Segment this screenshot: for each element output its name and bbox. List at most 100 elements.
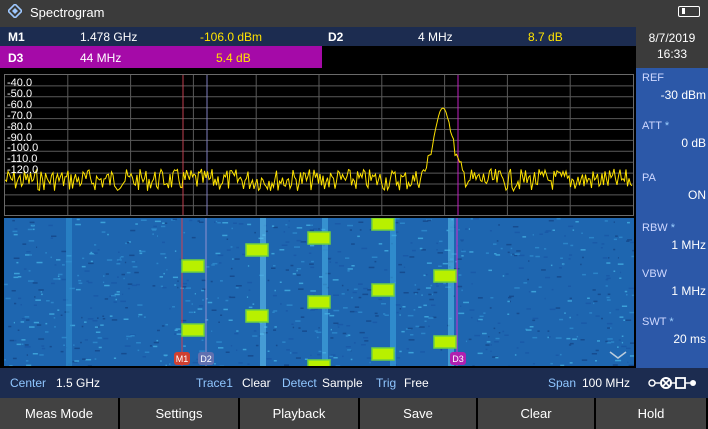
waterfall-noise (495, 356, 499, 359)
trace-label[interactable]: Trace1 (196, 376, 233, 390)
trace-value[interactable]: Clear (242, 376, 271, 390)
marker-d2-label[interactable]: D2 (328, 30, 344, 44)
waterfall-noise (514, 253, 520, 255)
spectrogram-waterfall[interactable]: M1 D2 D3 (4, 218, 634, 366)
waterfall-noise (118, 260, 121, 262)
side-item-ref[interactable]: REF -30 dBm (642, 72, 706, 102)
waterfall-noise (9, 365, 13, 366)
side-item-vbw[interactable]: VBW 1 MHz (642, 268, 706, 298)
waterfall-noise (127, 283, 133, 285)
softkey-save[interactable]: Save (360, 398, 478, 429)
side-item-rbw[interactable]: RBW * 1 MHz (642, 222, 706, 252)
waterfall-noise (174, 329, 178, 331)
waterfall-marker-m1-tag[interactable] (174, 352, 190, 365)
waterfall-noise (593, 302, 595, 305)
softkey-playback[interactable]: Playback (240, 398, 360, 429)
center-value[interactable]: 1.5 GHz (56, 376, 101, 390)
waterfall-noise (489, 230, 492, 232)
waterfall-noise (528, 260, 530, 262)
waterfall-noise (16, 261, 19, 264)
center-label[interactable]: Center (10, 376, 47, 390)
waterfall-noise (219, 365, 225, 366)
waterfall-noise (280, 303, 282, 305)
softkey-hold[interactable]: Hold (596, 398, 708, 429)
waterfall-noise (57, 275, 60, 278)
waterfall-noise (529, 255, 534, 257)
waterfall-noise (214, 221, 216, 223)
waterfall-noise (186, 279, 189, 282)
waterfall-noise (514, 354, 517, 356)
side-item-pa[interactable]: PA ON (642, 172, 706, 202)
waterfall-noise (470, 218, 473, 220)
waterfall-noise (51, 235, 57, 237)
waterfall-noise (613, 270, 616, 272)
waterfall-noise (607, 327, 611, 329)
waterfall-noise (253, 330, 257, 332)
waterfall-noise (544, 248, 547, 250)
detect-label[interactable]: Detect (282, 376, 317, 390)
waterfall-noise (372, 321, 378, 324)
waterfall-noise (296, 269, 298, 272)
waterfall-noise (399, 271, 406, 274)
trig-value[interactable]: Free (404, 376, 429, 390)
waterfall-marker-d3-tag[interactable] (450, 352, 466, 365)
waterfall-noise (595, 349, 599, 352)
spectrum-trace-area[interactable]: -40.0 -50.0 -60.0 -70.0 -80.0 -90.0 -100.0 -110… (4, 74, 634, 216)
softkey-settings[interactable]: Settings (120, 398, 240, 429)
waterfall-noise (207, 301, 213, 304)
waterfall-noise (234, 258, 240, 260)
waterfall-noise (435, 282, 438, 285)
waterfall-noise (367, 289, 373, 291)
waterfall-noise (504, 334, 509, 336)
waterfall-noise (330, 328, 332, 331)
span-value[interactable]: 100 MHz (582, 376, 631, 390)
waterfall-noise (284, 289, 291, 292)
waterfall-noise (489, 307, 492, 309)
chevron-down-icon[interactable] (609, 351, 627, 359)
waterfall-noise (314, 330, 318, 332)
waterfall-noise (31, 225, 35, 227)
waterfall-noise (402, 255, 409, 257)
waterfall-noise (415, 325, 420, 328)
waterfall-noise (309, 263, 314, 265)
waterfall-noise (293, 254, 297, 257)
waterfall-noise (8, 325, 12, 328)
waterfall-noise (606, 342, 612, 344)
waterfall-noise (272, 294, 277, 297)
waterfall-noise (605, 278, 609, 281)
softkey-meas-mode[interactable]: Meas Mode (0, 398, 120, 429)
detect-value[interactable]: Sample (322, 376, 363, 390)
waterfall-noise (13, 257, 20, 259)
waterfall-noise (317, 336, 319, 339)
waterfall-noise (569, 327, 574, 330)
side-item-swt[interactable]: SWT * 20 ms (642, 316, 706, 346)
waterfall-noise (153, 345, 158, 348)
waterfall-noise (619, 316, 624, 318)
waterfall-noise (149, 345, 152, 347)
waterfall-noise (313, 228, 318, 230)
waterfall-noise (509, 295, 514, 298)
waterfall-noise (378, 243, 383, 245)
softkey-clear[interactable]: Clear (478, 398, 596, 429)
waterfall-noise (139, 252, 143, 255)
waterfall-noise (20, 304, 22, 306)
waterfall-noise (73, 344, 75, 346)
marker-m1-label[interactable]: M1 (8, 30, 25, 44)
waterfall-noise (61, 336, 67, 339)
waterfall-noise (273, 310, 278, 312)
waterfall-noise (232, 258, 234, 260)
waterfall-noise (549, 308, 556, 311)
waterfall-marker-d2-tag[interactable] (198, 352, 214, 365)
waterfall-noise (61, 278, 66, 281)
waterfall-noise (53, 278, 59, 280)
waterfall-noise (551, 288, 554, 291)
signal-burst (371, 347, 395, 361)
trig-label[interactable]: Trig (376, 376, 397, 390)
waterfall-noise (41, 347, 46, 350)
waterfall-noise (194, 293, 196, 295)
waterfall-noise (225, 299, 229, 302)
waterfall-noise (477, 297, 483, 299)
side-item-att[interactable]: ATT * 0 dB (642, 120, 706, 150)
marker-d3-box[interactable]: D3 44 MHz 5.4 dB (0, 46, 322, 68)
span-label[interactable]: Span (548, 376, 577, 390)
